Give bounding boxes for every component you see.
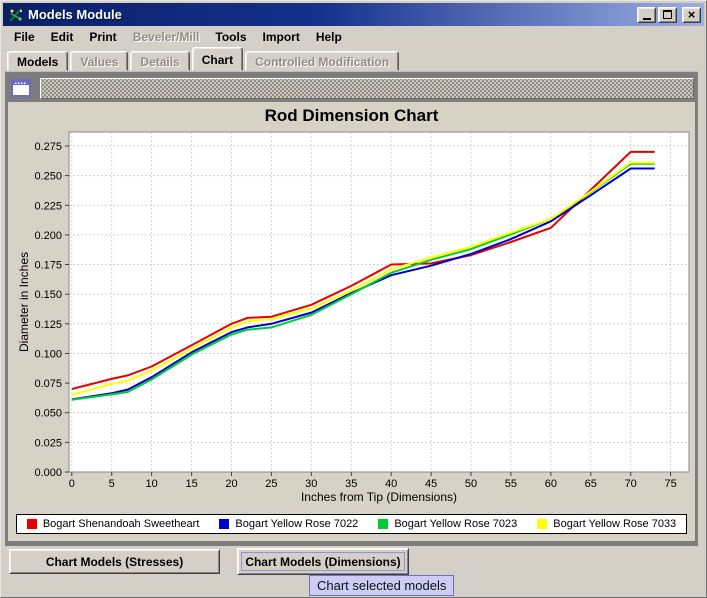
svg-text:5: 5 (109, 478, 115, 490)
chart-content-frame: Rod Dimension Chart 05101520253035404550… (5, 71, 698, 546)
menu-item-help[interactable]: Help (308, 27, 350, 47)
menu-bar: FileEditPrintBeveler/MillToolsImportHelp (3, 26, 704, 47)
menu-item-tools[interactable]: Tools (207, 27, 254, 47)
svg-text:0: 0 (69, 478, 75, 490)
tab-chart[interactable]: Chart (192, 47, 243, 71)
svg-text:65: 65 (585, 478, 597, 490)
legend-label: Bogart Yellow Rose 7022 (235, 518, 358, 530)
svg-text:30: 30 (305, 478, 317, 490)
app-window: Models Module × FileEditPrintBeveler/Mil… (0, 0, 707, 598)
svg-text:Diameter in Inches: Diameter in Inches (17, 252, 31, 352)
chart-legend: Bogart Shenandoah Sweetheart Bogart Yello… (8, 514, 695, 534)
legend-box: Bogart Shenandoah Sweetheart Bogart Yello… (16, 514, 687, 534)
legend-swatch-icon (537, 519, 547, 529)
svg-text:0.075: 0.075 (34, 378, 62, 390)
menu-item-file[interactable]: File (6, 27, 43, 47)
legend-item-bogart-yellow-rose-7022: Bogart Yellow Rose 7022 (219, 518, 358, 530)
svg-text:35: 35 (345, 478, 357, 490)
maximize-icon (663, 10, 672, 19)
chart-models-dimensions-button[interactable]: Chart Models (Dimensions) (237, 548, 409, 575)
legend-item-bogart-yellow-rose-7033: Bogart Yellow Rose 7033 (537, 518, 676, 530)
legend-item-bogart-yellow-rose-7023: Bogart Yellow Rose 7023 (378, 518, 517, 530)
tab-models[interactable]: Models (7, 51, 68, 71)
svg-text:50: 50 (465, 478, 477, 490)
tab-details: Details (130, 51, 189, 71)
legend-swatch-icon (219, 519, 229, 529)
svg-text:0.100: 0.100 (34, 349, 62, 361)
svg-text:0.200: 0.200 (34, 230, 62, 242)
svg-text:15: 15 (185, 478, 197, 490)
tooltip-chart-selected-models: Chart selected models (309, 575, 454, 596)
chart-toolbar (9, 76, 694, 100)
svg-text:70: 70 (625, 478, 637, 490)
chart-models-stresses-button[interactable]: Chart Models (Stresses) (9, 549, 220, 574)
window-title: Models Module (28, 7, 637, 22)
app-icon (8, 7, 24, 23)
minimize-button[interactable] (637, 7, 656, 23)
tab-bar: ModelsValuesDetailsChartControlled Modif… (3, 47, 704, 71)
svg-text:75: 75 (664, 478, 676, 490)
svg-text:55: 55 (505, 478, 517, 490)
maximize-button[interactable] (658, 7, 677, 23)
close-button[interactable]: × (682, 7, 701, 23)
legend-label: Bogart Yellow Rose 7033 (553, 518, 676, 530)
legend-item-bogart-shenandoah-sweetheart: Bogart Shenandoah Sweetheart (27, 518, 200, 530)
svg-text:10: 10 (145, 478, 157, 490)
svg-text:0.025: 0.025 (34, 437, 62, 449)
svg-text:0.225: 0.225 (34, 200, 62, 212)
svg-text:0.250: 0.250 (34, 171, 62, 183)
svg-text:40: 40 (385, 478, 397, 490)
menu-item-import[interactable]: Import (255, 27, 308, 47)
svg-text:0.175: 0.175 (34, 260, 62, 272)
tab-controlled-modification: Controlled Modification (245, 51, 399, 71)
svg-text:0.275: 0.275 (34, 141, 62, 153)
legend-label: Bogart Shenandoah Sweetheart (43, 518, 200, 530)
title-bar[interactable]: Models Module × (3, 3, 704, 26)
svg-text:0.050: 0.050 (34, 408, 62, 420)
menu-item-edit[interactable]: Edit (43, 27, 82, 47)
svg-text:0.150: 0.150 (34, 289, 62, 301)
minimize-icon (643, 18, 651, 20)
svg-text:0.000: 0.000 (34, 467, 62, 479)
chart-plot: 0 5 10 15 20 25 30 35 40 45 50 55 60 65 70 75 0.000 0.025… (8, 102, 695, 542)
svg-text:0.125: 0.125 (34, 319, 62, 331)
svg-text:Inches from Tip (Dimensions): Inches from Tip (Dimensions) (301, 490, 457, 504)
legend-label: Bogart Yellow Rose 7023 (394, 518, 517, 530)
menu-item-print[interactable]: Print (81, 27, 124, 47)
chart-panel: Rod Dimension Chart 05101520253035404550… (8, 102, 695, 541)
close-icon: × (688, 10, 696, 20)
svg-text:25: 25 (265, 478, 277, 490)
svg-text:20: 20 (225, 478, 237, 490)
svg-text:60: 60 (545, 478, 557, 490)
menu-item-beveler-mill: Beveler/Mill (125, 27, 208, 47)
frame-icon-button[interactable] (9, 77, 33, 99)
window-controls: × (637, 7, 701, 23)
toolbar-drag-handle[interactable] (40, 78, 694, 99)
legend-swatch-icon (27, 519, 37, 529)
legend-swatch-icon (378, 519, 388, 529)
tab-values: Values (70, 51, 128, 71)
svg-text:45: 45 (425, 478, 437, 490)
bottom-bar: Chart Models (Stresses) Chart Models (Di… (3, 546, 706, 597)
window-frame-icon (11, 79, 31, 97)
